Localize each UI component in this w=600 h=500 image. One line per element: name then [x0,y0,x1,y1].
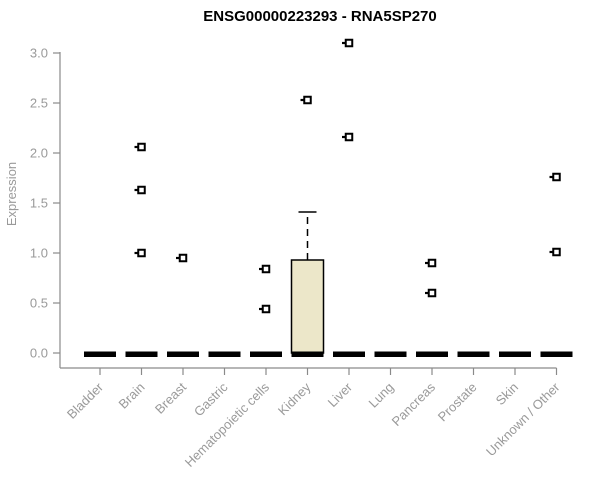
x-tick-label: Liver [325,379,356,410]
y-tick-label: 1.0 [30,246,48,261]
y-tick-label: 2.5 [30,96,48,111]
outlier-point [303,95,312,105]
outlier-point [261,304,271,314]
median-bar [333,351,365,357]
x-tick-label: Breast [152,379,189,416]
outlier-point [137,248,146,258]
median-bar [540,351,573,357]
median-bar [374,351,407,357]
y-axis-title: Expression [4,162,19,226]
x-tick-label: Gastric [191,379,231,419]
x-tick-label: Kidney [275,379,314,418]
outlier-point [552,247,561,257]
y-tick-label: 0.0 [30,346,48,361]
x-tick-label: Prostate [435,380,480,425]
outlier-point [427,258,437,268]
y-tick-label: 2.0 [30,146,48,161]
chart-title: ENSG00000223293 - RNA5SP270 [203,8,436,25]
median-bar [499,351,531,357]
median-bar [84,351,116,357]
outlier-point [344,132,354,142]
median-bar [125,351,158,357]
x-tick-label: Unknown / Other [483,379,563,459]
outlier-point [178,253,188,263]
median-bar [291,351,324,357]
plot-area: 0.0 0.5 1.0 1.5 2.0 2.5 3.0 Bladder Brain Breast G… [30,38,573,470]
outlier-point [427,288,437,298]
median-bar [208,351,241,357]
y-tick-label: 1.5 [30,196,48,211]
median-bar [457,351,490,357]
outlier-point [137,185,146,195]
x-tick-label: Lung [366,380,397,411]
x-tick-label: Skin [493,380,521,408]
outlier-point [552,172,561,182]
x-tick-label: Pancreas [389,379,439,429]
median-bar [250,351,282,357]
box [290,259,325,354]
x-tick-label: Bladder [64,379,107,422]
y-tick-label: 0.5 [30,296,48,311]
y-tick-label: 3.0 [30,46,48,61]
median-bar [167,351,199,357]
outlier-point [261,264,271,274]
outlier-point [137,142,146,152]
median-bar [416,351,448,357]
x-tick-label: Brain [116,380,148,412]
outlier-point [344,38,354,48]
